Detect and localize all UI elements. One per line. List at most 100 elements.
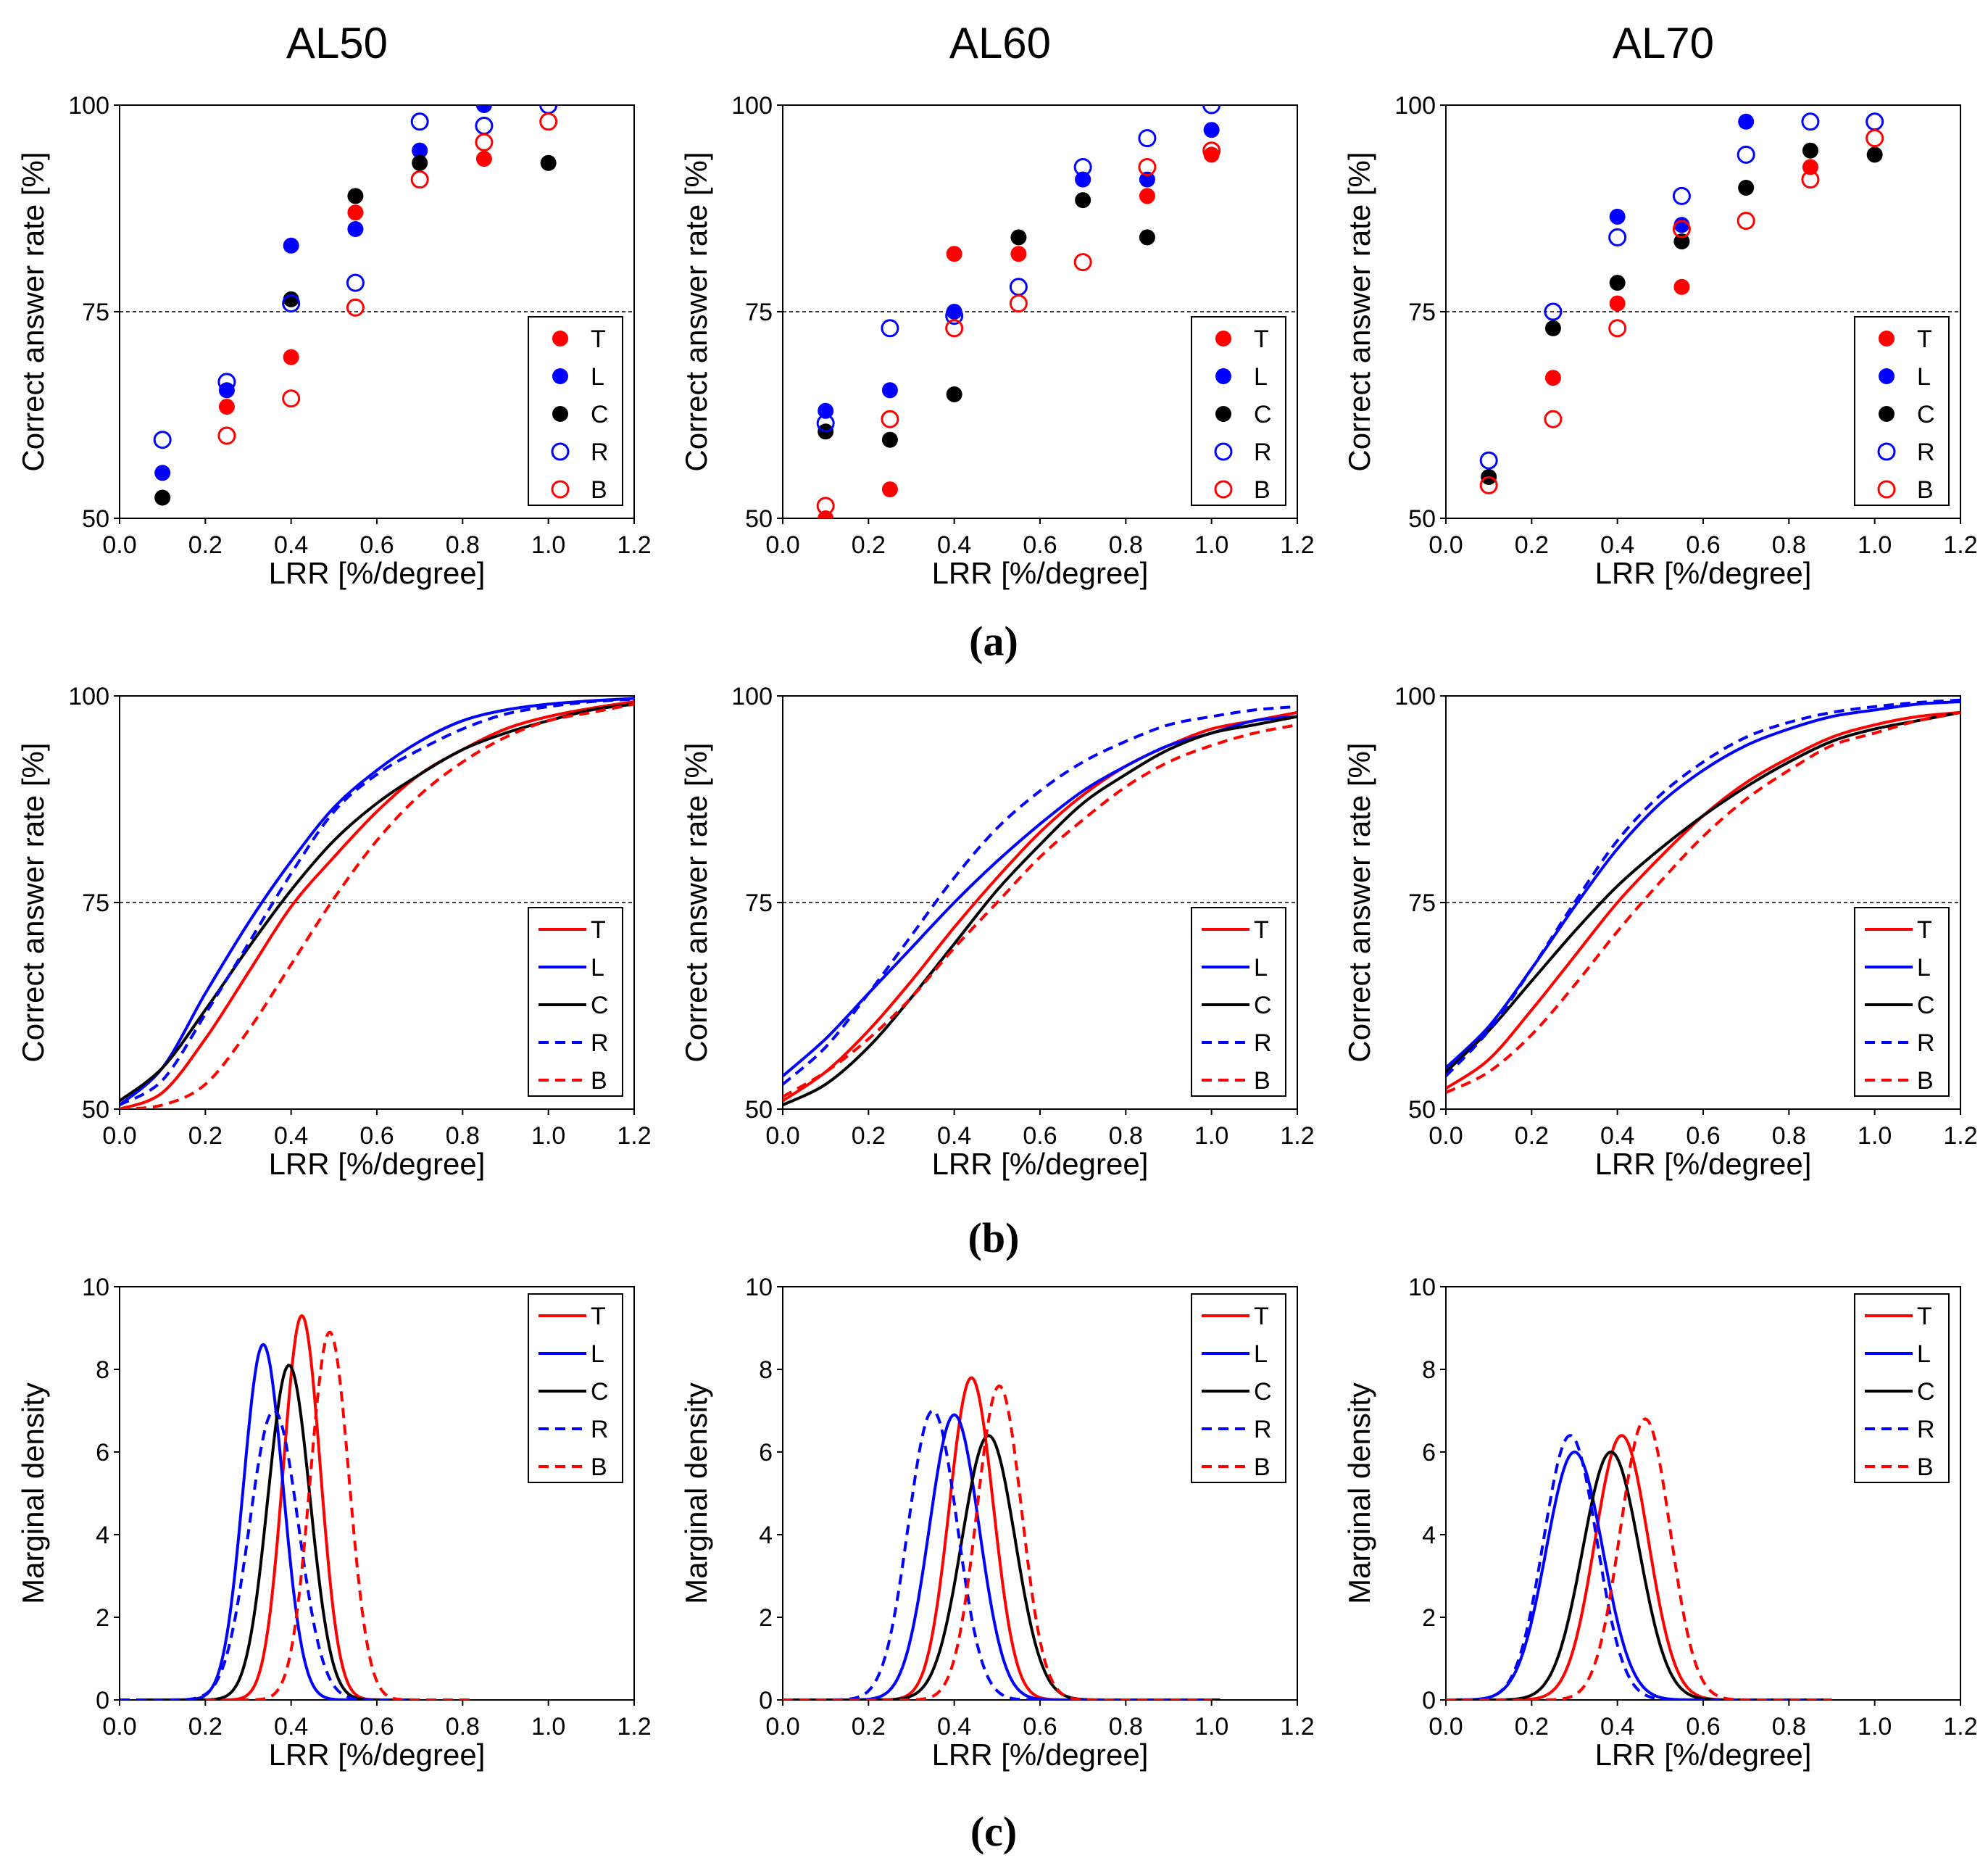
x-tick-label: 1.0	[531, 1713, 565, 1741]
x-tick-label: 0.8	[446, 1713, 480, 1741]
density-curve-R	[1446, 1434, 1823, 1700]
data-layer	[1479, 112, 1884, 494]
legend-label-C: C	[1254, 992, 1272, 1019]
chart-c-AL70: 0.0 0.2 0.4 0.6 0.8 1.0 1.2 0 2 4 6 8 10 LRR [%/degre…	[1342, 1274, 1978, 1772]
x-tick-label: 1.0	[531, 531, 565, 559]
point-T	[1010, 246, 1027, 262]
point-C	[540, 154, 557, 171]
point-C	[1673, 233, 1690, 250]
legend-label-L: L	[591, 954, 604, 982]
data-layer	[120, 697, 634, 1109]
data-layer	[783, 705, 1297, 1107]
point-B	[1672, 220, 1691, 238]
point-T	[946, 246, 962, 262]
density-curve-T	[783, 1376, 1212, 1700]
point-R	[1672, 186, 1691, 205]
x-tick-label: 0.0	[765, 1122, 799, 1150]
x-tick-label: 0.2	[852, 1122, 886, 1150]
legend-label-T: T	[591, 325, 606, 353]
legend-marker-R	[1214, 442, 1233, 461]
legend-label-B: B	[591, 1067, 607, 1095]
legend-label-B: B	[1917, 1453, 1934, 1481]
point-L	[1139, 171, 1155, 188]
x-tick-label: 1.0	[1858, 531, 1892, 559]
legend-label-L: L	[1917, 363, 1931, 391]
y-tick-label: 4	[1422, 1522, 1436, 1549]
legend-label-C: C	[1254, 401, 1272, 428]
point-C	[881, 431, 898, 448]
data-layer	[816, 105, 1221, 518]
point-B	[346, 298, 365, 317]
point-R	[346, 273, 365, 292]
y-tick-label: 2	[759, 1604, 773, 1632]
x-tick-label: 0.0	[1428, 531, 1463, 559]
curve-C	[120, 702, 634, 1103]
y-tick-label: 75	[745, 299, 773, 326]
x-tick-label: 0.4	[274, 531, 308, 559]
x-tick-label: 0.4	[1600, 1713, 1634, 1741]
point-C	[154, 489, 171, 506]
curve-B	[783, 723, 1297, 1098]
point-R	[1737, 145, 1755, 164]
x-axis-label: LRR [%/degree]	[1595, 1147, 1812, 1181]
legend-label-R: R	[1917, 439, 1935, 466]
density-curve-L	[1446, 1450, 1823, 1700]
point-L	[347, 221, 364, 237]
point-B	[539, 112, 558, 131]
legend-label-R: R	[591, 439, 609, 466]
x-tick-label: 0.2	[852, 1713, 886, 1741]
x-axis-label: LRR [%/degree]	[932, 1147, 1149, 1181]
point-B	[816, 497, 835, 515]
curve-C	[783, 715, 1297, 1107]
point-R	[1608, 228, 1627, 246]
x-tick-label: 1.0	[1194, 1713, 1228, 1741]
legend-label-L: L	[1254, 1340, 1268, 1368]
point-R	[153, 431, 172, 449]
legend-label-T: T	[1917, 325, 1932, 353]
legend-label-R: R	[1254, 1029, 1272, 1057]
x-tick-label: 0.6	[1023, 1713, 1057, 1741]
y-tick-label: 75	[82, 299, 109, 326]
point-R	[1138, 129, 1157, 148]
legend-box	[1191, 316, 1286, 506]
density-curve-C	[783, 1434, 1220, 1700]
y-tick-label: 10	[1408, 1274, 1436, 1301]
y-tick-label: 50	[82, 505, 109, 533]
x-axis-label: LRR [%/degree]	[1595, 1738, 1812, 1772]
y-tick-label: 75	[1408, 299, 1436, 326]
x-tick-label: 0.8	[1772, 531, 1806, 559]
point-C	[412, 154, 428, 171]
legend-label-R: R	[1254, 1416, 1272, 1443]
density-curve-B	[783, 1384, 1212, 1700]
point-T	[1673, 278, 1690, 295]
x-tick-label: 1.0	[1194, 531, 1228, 559]
point-R	[1544, 302, 1563, 321]
x-tick-label: 0.4	[1600, 1122, 1634, 1150]
point-C	[946, 386, 962, 402]
legend-label-B: B	[591, 476, 607, 504]
point-B	[1544, 410, 1563, 428]
x-tick-label: 0.0	[102, 1122, 136, 1150]
legend-label-T: T	[591, 1303, 606, 1330]
legend-label-C: C	[1917, 1378, 1935, 1406]
y-tick-label: 0	[1422, 1687, 1436, 1714]
y-tick-label: 4	[759, 1522, 773, 1549]
data-layer	[1446, 1417, 1832, 1700]
x-tick-label: 1.2	[617, 1122, 651, 1150]
x-tick-label: 0.6	[1686, 1122, 1720, 1150]
y-axis-label: Marginal density	[1342, 1382, 1376, 1604]
y-tick-label: 100	[68, 683, 109, 710]
legend-label-R: R	[1917, 1029, 1935, 1057]
density-curve-L	[783, 1413, 1212, 1700]
y-axis-label: Correct answer rate [%]	[679, 742, 713, 1062]
data-layer	[120, 1314, 476, 1700]
legend-label-R: R	[1254, 439, 1272, 466]
point-C	[1010, 229, 1027, 246]
y-tick-label: 6	[1422, 1439, 1436, 1466]
legend-label-T: T	[1917, 916, 1932, 944]
legend-label-B: B	[1917, 476, 1934, 504]
point-B	[1202, 141, 1221, 160]
legend-marker-B	[1877, 480, 1896, 499]
